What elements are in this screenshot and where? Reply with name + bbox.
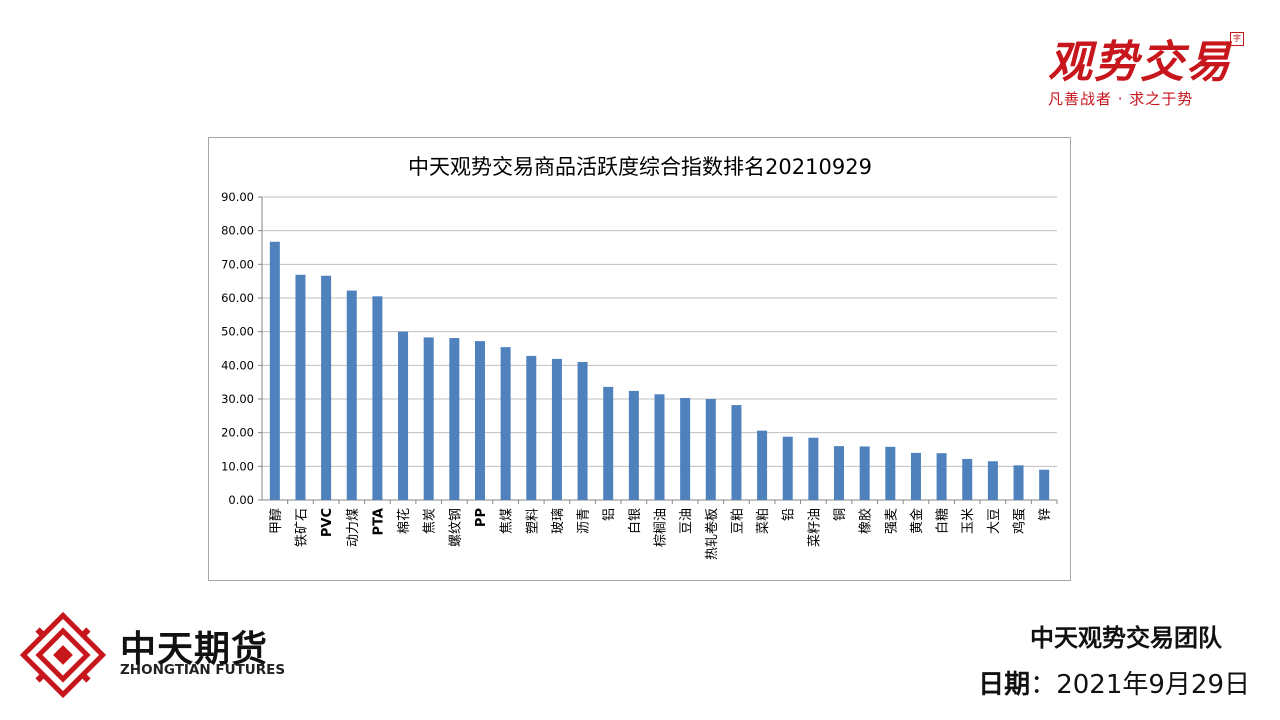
company-name-cn: 中天期货 [120, 629, 269, 670]
y-tick-label: 80.00 [221, 224, 254, 238]
y-tick-label: 0.00 [228, 493, 254, 507]
company-name-en: ZHONGTIAN FUTURES [120, 662, 286, 678]
bar [757, 430, 768, 500]
x-tick-label: 豆粕 [730, 508, 745, 534]
x-tick-label: PTA [371, 508, 386, 535]
bar [910, 452, 921, 500]
y-tick-label: 40.00 [221, 358, 254, 372]
bar [834, 446, 845, 500]
x-tick-label: 铜 [833, 508, 848, 521]
team-name: 中天观势交易团队 [1030, 624, 1222, 652]
x-tick-label: 螺纹钢 [448, 508, 463, 547]
x-tick-label: 豆油 [679, 508, 694, 534]
bar [782, 436, 793, 500]
bar [526, 355, 537, 500]
x-tick-label: 铅 [782, 508, 797, 521]
bar [295, 274, 306, 500]
bar [962, 458, 973, 500]
x-tick-label: 铁矿石 [294, 508, 309, 547]
company-emblem-icon [20, 612, 106, 698]
date-separator: ： [1030, 670, 1057, 700]
y-tick-label: 50.00 [221, 325, 254, 339]
bar [936, 453, 947, 500]
x-tick-label: 白银 [627, 508, 643, 534]
x-tick-label: 棉花 [396, 508, 412, 534]
y-tick-label: 10.00 [221, 459, 254, 473]
x-tick-label: 菜籽油 [807, 508, 822, 547]
bar [500, 347, 511, 500]
x-tick-label: 棕榈油 [654, 508, 669, 547]
x-tick-label: 动力煤 [346, 508, 361, 547]
date-label: 日期 [978, 670, 1031, 700]
bar [474, 341, 485, 500]
bar [705, 399, 716, 500]
bar [603, 386, 614, 500]
bar [680, 397, 691, 500]
bar [346, 290, 357, 500]
x-tick-label: 强麦 [884, 508, 899, 534]
x-tick-label: 橡胶 [858, 508, 874, 534]
bar [372, 296, 383, 500]
bar [423, 337, 434, 500]
x-tick-label: 焦煤 [500, 508, 515, 534]
bar [321, 275, 332, 500]
x-tick-label: PP [474, 508, 489, 527]
x-tick-label: 玻璃 [551, 508, 566, 534]
brand-seal-stamp: 字 [1230, 32, 1244, 46]
chart-frame: 中天观势交易商品活跃度综合指数排名20210929 0.00 10.00 20.00 3… [208, 137, 1071, 581]
bar [551, 358, 562, 500]
x-tick-label: 菜粕 [756, 508, 771, 534]
bar [885, 446, 896, 500]
y-tick-label: 20.00 [221, 426, 254, 440]
bar [808, 437, 819, 500]
bar [449, 338, 460, 500]
x-tick-label: 塑料 [525, 508, 540, 534]
activity-index-bar-chart: 中天观势交易商品活跃度综合指数排名20210929 0.00 10.00 20.00 3… [221, 155, 1058, 560]
x-tick-label: 大豆 [987, 508, 1002, 534]
x-tick-label: 锌 [1038, 508, 1053, 521]
brand-title: 观势交易 [1048, 37, 1232, 88]
bar [654, 394, 665, 500]
bar [269, 241, 280, 500]
y-tick-label: 30.00 [221, 392, 254, 406]
x-tick-label: 沥青 [577, 508, 592, 534]
date-value: 2021年9月29日 [1056, 670, 1250, 700]
brand-logo: 观势交易 字 凡善战者 · 求之于势 [1040, 24, 1250, 114]
bar [731, 405, 742, 500]
bar [577, 361, 588, 500]
date-line: 日期：2021年9月29日 [978, 664, 1250, 701]
company-logo: 中天期货 ZHONGTIAN FUTURES [20, 612, 285, 698]
x-tick-label: 铝 [602, 508, 617, 521]
x-tick-label: 黄金 [909, 508, 925, 534]
bar [628, 390, 639, 500]
bar [398, 331, 409, 500]
bar [1013, 465, 1024, 500]
bar [859, 446, 870, 500]
bar [1039, 469, 1050, 500]
y-tick-label: 70.00 [221, 257, 254, 271]
bar [987, 461, 998, 500]
y-tick-label: 60.00 [221, 291, 254, 305]
brand-tagline: 凡善战者 · 求之于势 [1048, 90, 1194, 108]
x-tick-label: 甲醇 [268, 508, 284, 534]
y-tick-label: 90.00 [221, 190, 254, 204]
chart-title: 中天观势交易商品活跃度综合指数排名20210929 [408, 155, 872, 179]
x-tick-label: 白糖 [935, 508, 951, 534]
x-tick-label: PVC [320, 508, 335, 537]
x-tick-label: 鸡蛋 [1012, 508, 1028, 534]
x-tick-label: 玉米 [961, 508, 976, 534]
x-tick-label: 焦炭 [423, 508, 438, 534]
x-tick-label: 热轧卷板 [704, 508, 720, 560]
